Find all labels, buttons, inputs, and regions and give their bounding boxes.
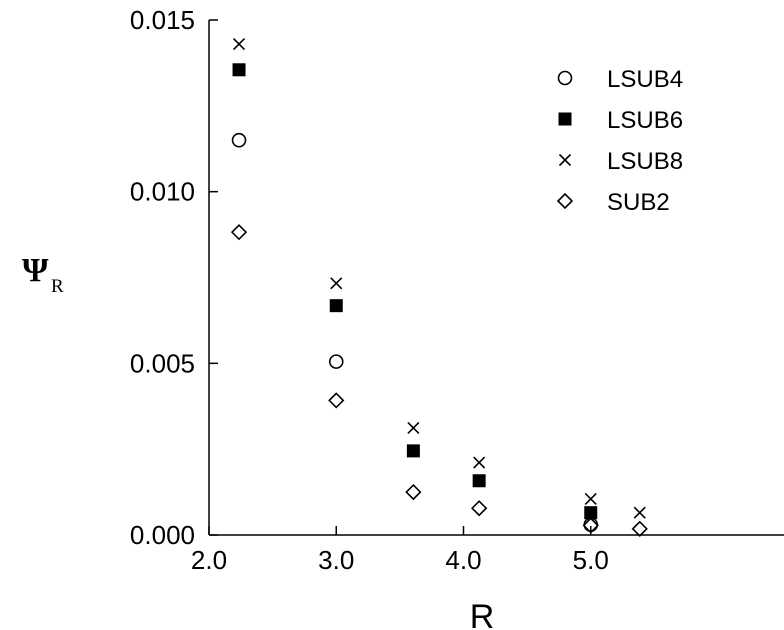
x-tick-label: 3.0 bbox=[318, 545, 354, 575]
data-point-lsub6 bbox=[232, 63, 246, 77]
legend-marker-lsub4 bbox=[557, 70, 573, 86]
data-point-lsub4 bbox=[328, 354, 344, 369]
data-point-lsub8 bbox=[232, 37, 246, 51]
data-point-sub2 bbox=[405, 483, 422, 501]
legend-label-sub2: SUB2 bbox=[607, 189, 670, 216]
x-tick-label: 4.0 bbox=[445, 545, 481, 575]
data-point-lsub6 bbox=[406, 444, 420, 458]
data-point-lsub8 bbox=[407, 421, 420, 434]
data-point-sub2 bbox=[631, 520, 648, 537]
data-point-lsub8 bbox=[473, 456, 486, 469]
legend-label-lsub4: LSUB4 bbox=[607, 66, 683, 93]
y-axis-title-symbol: Ψ bbox=[22, 252, 49, 289]
data-point-sub2 bbox=[582, 517, 599, 534]
legend: LSUB4 LSUB6 LSUB8 SUB2 bbox=[556, 66, 683, 216]
data-point-sub2 bbox=[230, 224, 248, 241]
legend-marker-lsub6 bbox=[558, 112, 572, 126]
y-axis-title: Ψ R bbox=[22, 252, 64, 297]
legend-label-lsub8: LSUB8 bbox=[607, 148, 683, 175]
data-point-lsub6 bbox=[472, 474, 486, 488]
legend-marker-lsub8 bbox=[558, 153, 572, 167]
y-axis-title-subscript: R bbox=[51, 276, 64, 297]
x-tick-label: 2.0 bbox=[191, 545, 227, 575]
x-tick-label: 5.0 bbox=[573, 545, 609, 575]
x-axis-ticks: 2.0 3.0 4.0 5.0 bbox=[191, 526, 609, 575]
y-tick-label: 0.010 bbox=[130, 177, 195, 207]
data-point-lsub4 bbox=[231, 132, 247, 148]
y-tick-label: 0.000 bbox=[130, 520, 195, 550]
data-point-sub2 bbox=[471, 500, 488, 517]
data-point-lsub6 bbox=[329, 299, 343, 313]
y-tick-label: 0.015 bbox=[130, 5, 195, 35]
x-axis-title: R bbox=[470, 598, 495, 630]
data-point-lsub6 bbox=[584, 506, 598, 520]
y-axis-ticks: 0.000 0.005 0.010 0.015 bbox=[130, 5, 218, 550]
legend-label-lsub6: LSUB6 bbox=[607, 107, 683, 134]
data-point-lsub8 bbox=[633, 506, 646, 519]
legend-marker-sub2 bbox=[556, 192, 574, 210]
y-tick-label: 0.005 bbox=[130, 348, 195, 378]
data-point-lsub8 bbox=[330, 277, 343, 290]
data-point-lsub8 bbox=[584, 492, 597, 506]
data-point-sub2 bbox=[328, 392, 345, 409]
data-points bbox=[230, 37, 648, 537]
